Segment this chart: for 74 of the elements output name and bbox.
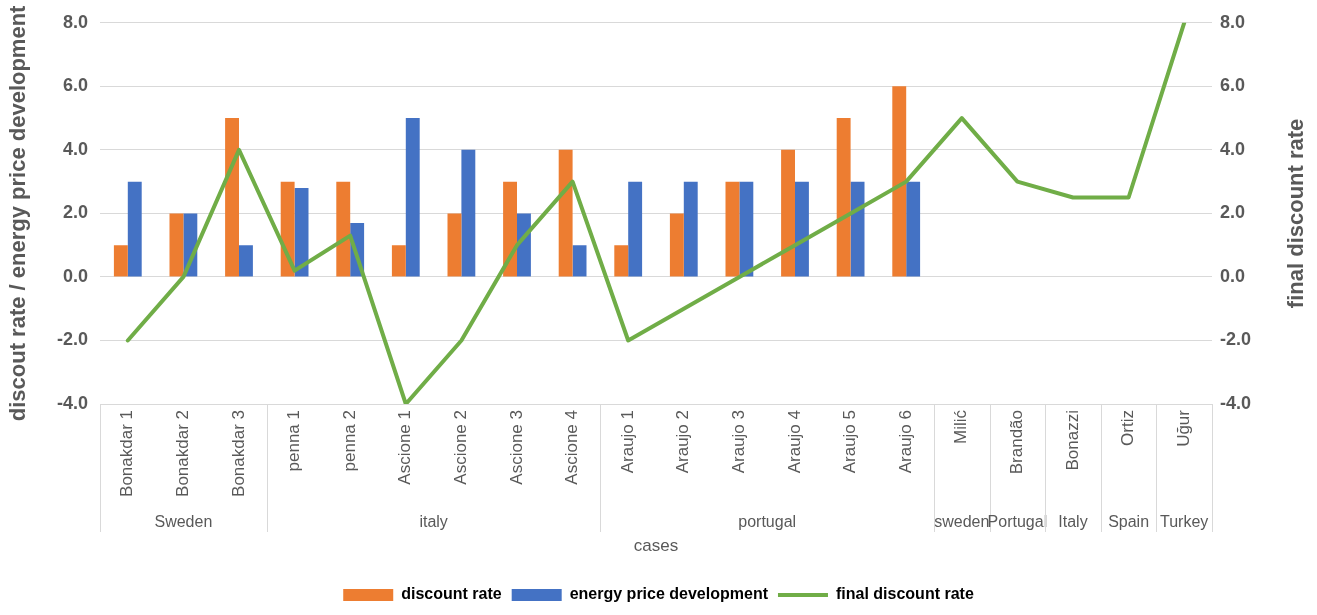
y-tick-label: 2.0	[62, 202, 88, 223]
bar	[113, 245, 128, 277]
bar	[391, 245, 406, 277]
text: portugal	[738, 513, 797, 531]
bar	[447, 213, 462, 277]
bar	[892, 86, 907, 277]
bar	[725, 181, 740, 277]
bar	[906, 181, 921, 277]
y2-tick-label: -4.0	[1220, 392, 1252, 413]
bar	[169, 213, 184, 277]
x-tick-label: Ascione 3	[506, 410, 526, 485]
y2-axis-title: final discount rate	[1283, 118, 1309, 309]
bar	[127, 181, 142, 277]
legend-label: energy price development	[569, 585, 769, 603]
bar	[572, 245, 587, 277]
x-tick-label: Araujo 4	[784, 410, 804, 474]
x-axis-title: cases	[633, 536, 679, 556]
bar	[517, 213, 531, 277]
y2-tick-label: 8.0	[1220, 11, 1246, 32]
x-tick-label: Brandão	[1007, 410, 1027, 475]
y2-tick-label: 4.0	[1220, 138, 1246, 159]
legend-label: discount rate	[401, 585, 502, 603]
y-tick-label: 0.0	[62, 265, 88, 286]
text: Italy	[1058, 513, 1088, 531]
bar	[781, 149, 795, 277]
bar	[683, 181, 698, 277]
x-tick-label: Bonakdar 1	[117, 410, 137, 497]
y2-tick-label: -2.0	[1220, 329, 1252, 350]
x-tick-label: Bonakdar 2	[173, 410, 193, 497]
bar	[225, 118, 239, 277]
bar	[836, 118, 851, 277]
bar	[239, 245, 253, 277]
y-tick-label: 8.0	[62, 11, 88, 32]
legend-label: final discount rate	[835, 585, 974, 603]
y-tick-label: 6.0	[62, 75, 88, 96]
x-tick-label: Araujo 5	[840, 410, 860, 474]
x-tick-label: Ascione 2	[451, 410, 471, 485]
y2-tick-label: 6.0	[1220, 75, 1246, 96]
bar	[628, 181, 643, 277]
bar	[336, 181, 351, 277]
x-tick-label: Araujo 3	[729, 410, 749, 474]
bar	[405, 118, 420, 277]
text: Turkey	[1160, 513, 1209, 531]
x-tick-label: Ascione 4	[562, 410, 582, 485]
text: Sweden	[154, 513, 213, 531]
y2-tick-label: 2.0	[1220, 202, 1246, 223]
x-tick-label: Bonakdar 3	[228, 410, 248, 497]
x-tick-label: penna 2	[339, 410, 359, 472]
x-tick-label: penna 1	[284, 410, 304, 472]
bar	[558, 149, 573, 277]
bar	[614, 245, 629, 277]
y-tick-label: -4.0	[56, 392, 88, 413]
bar	[461, 149, 476, 277]
bar	[294, 187, 309, 277]
text: Spain	[1108, 513, 1150, 531]
x-tick-label: Ortiz	[1118, 410, 1138, 446]
text: italy	[419, 513, 448, 531]
x-tick-label: Araujo 6	[895, 410, 915, 474]
x-tick-label: Araujo 2	[673, 410, 693, 474]
x-tick-label: Bonazzi	[1062, 410, 1082, 471]
x-tick-label: Milić	[951, 409, 971, 444]
y-axis-title: discout rate / energy price development	[5, 4, 31, 422]
bar	[669, 213, 684, 277]
bar	[850, 181, 865, 277]
y-tick-label: -2.0	[56, 329, 88, 350]
bar	[739, 181, 754, 277]
y2-tick-label: 0.0	[1220, 265, 1246, 286]
x-tick-label: Uğur	[1173, 409, 1193, 447]
y-tick-label: 4.0	[62, 138, 88, 159]
bar	[795, 181, 809, 277]
bar	[503, 181, 517, 277]
x-tick-label: Araujo 1	[617, 410, 637, 474]
text: sweden	[934, 513, 990, 531]
x-tick-label: Ascione 1	[395, 410, 415, 485]
